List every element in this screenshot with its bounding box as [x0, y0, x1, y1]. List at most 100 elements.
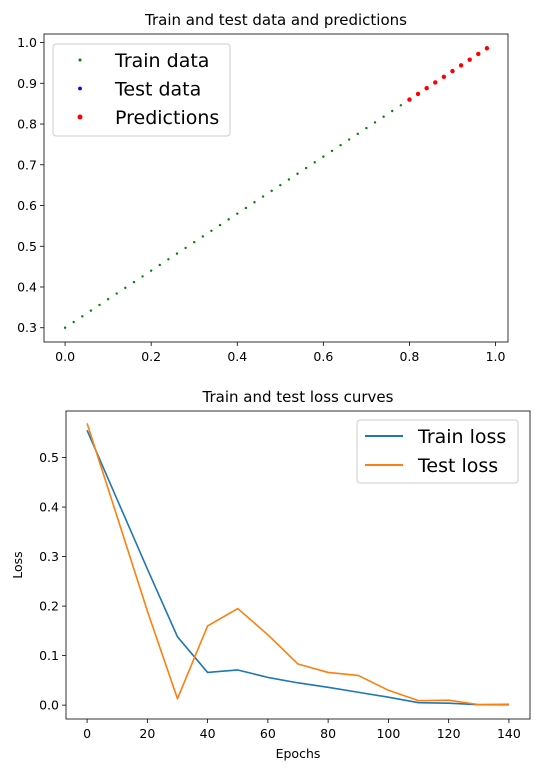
series-predictions	[407, 46, 490, 102]
data-point	[81, 315, 84, 318]
data-point	[132, 280, 136, 284]
legend: Train loss Test loss	[356, 419, 519, 484]
series-line-train-loss	[86, 429, 509, 706]
x-tick-label: 0.2	[141, 349, 161, 364]
y-tick-label: 0.6	[17, 198, 37, 213]
data-point	[330, 149, 334, 153]
legend-label: Test loss	[417, 455, 498, 477]
x-tick-label: 40	[200, 726, 216, 741]
data-point	[458, 63, 464, 68]
data-point	[270, 189, 273, 193]
series-line-test-loss	[86, 423, 509, 706]
data-point	[450, 68, 455, 74]
data-point	[484, 46, 490, 51]
data-point	[236, 212, 239, 215]
y-tick-label: 0.3	[39, 549, 59, 564]
axes-frame	[65, 410, 531, 720]
data-point	[167, 258, 170, 261]
data-point	[218, 223, 222, 227]
legend-label: Train loss	[417, 426, 506, 448]
data-point	[124, 286, 127, 290]
data-point	[184, 246, 187, 250]
data-point	[72, 320, 75, 324]
legend-marker	[78, 86, 82, 91]
legend-label: Test data	[114, 79, 201, 101]
data-point	[227, 218, 230, 221]
data-point	[89, 309, 93, 312]
data-point	[313, 161, 316, 164]
y-tick-label: 0.2	[39, 599, 59, 614]
chart-title: Train and test loss curves	[202, 388, 394, 406]
data-point	[373, 121, 377, 124]
chart-1: Train and test data and predictions 0.0 0.…	[17, 11, 509, 364]
data-point	[287, 178, 291, 181]
legend: Train data Test data Predictions	[52, 43, 231, 137]
data-point	[175, 252, 179, 255]
data-point	[141, 275, 144, 278]
x-axis-label: Epochs	[276, 746, 321, 761]
chart-title: Train and test data and predictions	[144, 11, 407, 29]
y-tick-label: 0.4	[17, 280, 37, 295]
legend-label: Train data	[114, 50, 209, 72]
series-train-data	[63, 104, 403, 329]
y-tick-label: 0.4	[39, 500, 59, 515]
data-point	[98, 303, 101, 307]
x-tick-label: 80	[320, 726, 336, 741]
data-point	[304, 166, 308, 170]
y-tick-label: 0.5	[39, 450, 59, 465]
data-point	[415, 91, 421, 97]
data-point	[322, 155, 325, 158]
data-point	[433, 80, 438, 85]
legend-label: Predictions	[115, 107, 219, 129]
data-point	[115, 292, 118, 295]
x-tick-label: 0.6	[313, 349, 333, 364]
data-point	[407, 97, 412, 102]
y-tick-label: 1.0	[17, 35, 37, 50]
legend-marker	[78, 58, 82, 62]
data-point	[424, 85, 429, 91]
data-point	[244, 206, 248, 210]
data-point	[441, 74, 447, 79]
chart-2: Train and test loss curves 0 20 40 60 80 100 12…	[10, 388, 531, 761]
x-tick-label: 0.0	[55, 349, 75, 364]
data-point	[210, 229, 213, 232]
axes-frame	[43, 33, 509, 343]
data-point	[158, 263, 161, 267]
data-point	[63, 326, 67, 329]
data-point	[193, 240, 196, 244]
legend-box	[52, 43, 231, 137]
y-tick-label: 0.0	[39, 698, 59, 713]
data-point	[201, 235, 205, 238]
y-tick-label: 0.9	[17, 76, 37, 91]
y-tick-label: 0.5	[17, 239, 37, 254]
y-tick-label: 0.8	[17, 117, 37, 132]
data-point	[476, 51, 481, 57]
data-point	[106, 298, 110, 301]
x-tick-label: 0.8	[399, 349, 419, 364]
data-point	[356, 132, 359, 136]
data-point	[261, 195, 265, 198]
legend-marker	[77, 114, 83, 120]
y-tick-label: 0.1	[39, 648, 59, 663]
x-tick-label: 0.4	[227, 349, 247, 364]
y-axis-label: Loss	[10, 551, 25, 578]
x-tick-label: 120	[437, 726, 461, 741]
data-point	[365, 126, 368, 130]
data-point	[382, 115, 385, 118]
data-point	[296, 172, 299, 175]
x-tick-label: 140	[497, 726, 521, 741]
data-point	[467, 57, 472, 62]
data-point	[399, 104, 403, 107]
y-tick-label: 0.7	[17, 157, 37, 172]
data-point	[253, 201, 256, 204]
data-point	[149, 269, 153, 272]
x-tick-label: 60	[260, 726, 276, 741]
data-point	[279, 183, 282, 187]
x-tick-label: 0	[83, 726, 91, 741]
y-tick-label: 0.3	[17, 320, 37, 335]
data-point	[391, 109, 394, 113]
x-tick-label: 1.0	[486, 349, 506, 364]
data-point	[347, 138, 351, 141]
x-tick-label: 20	[139, 726, 155, 741]
